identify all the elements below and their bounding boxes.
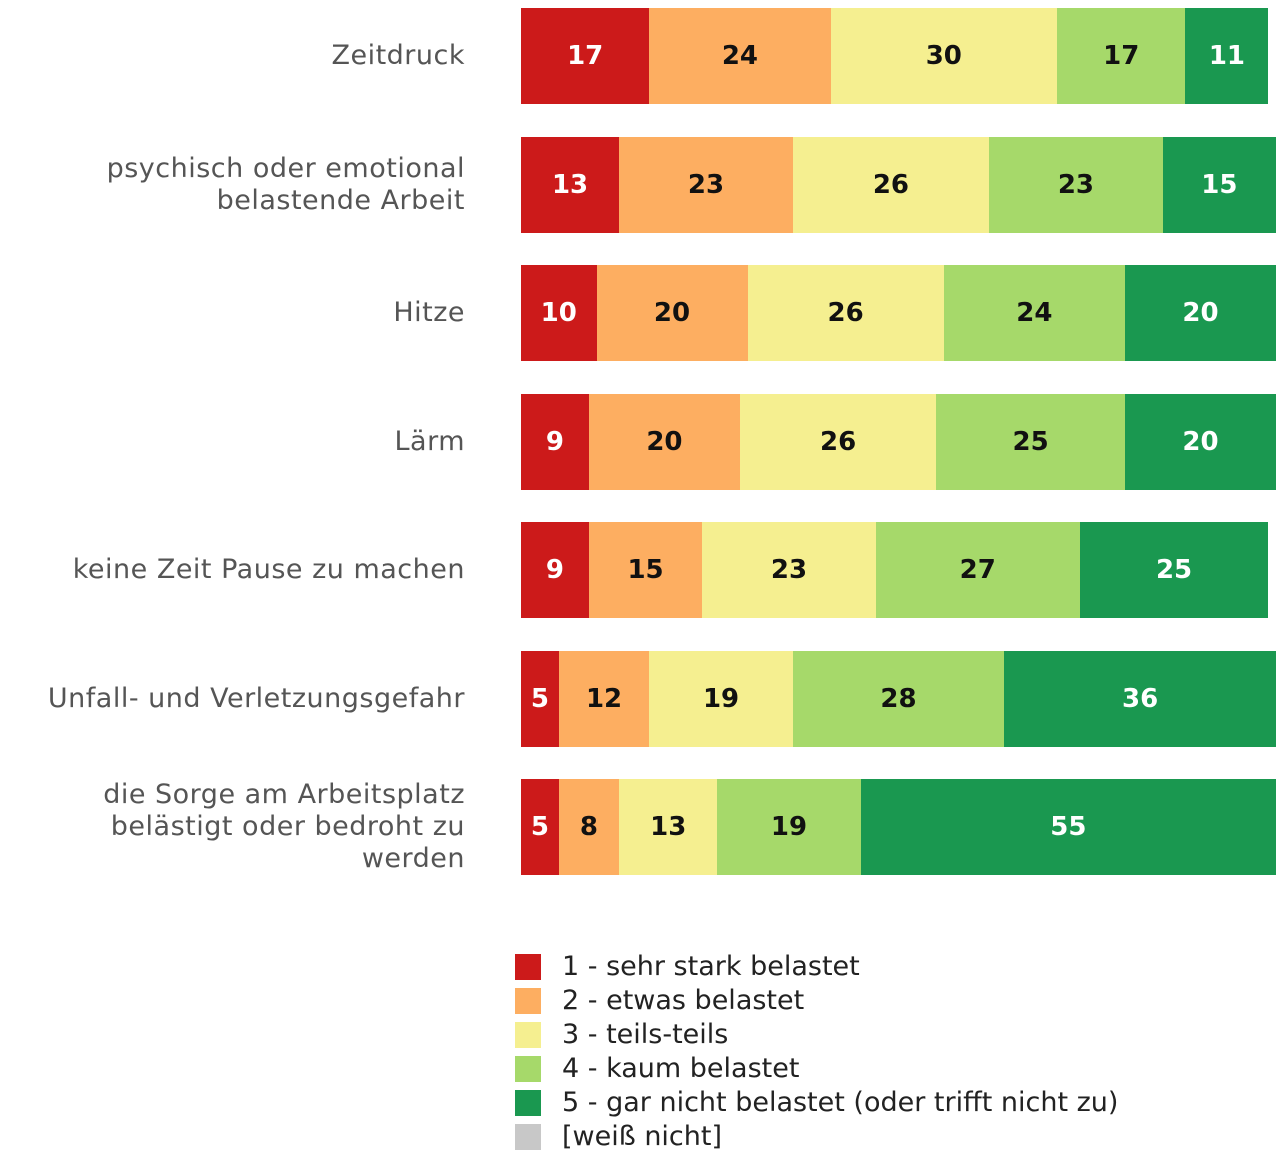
- value-label: 24: [721, 41, 759, 71]
- value-label: 26: [819, 426, 857, 457]
- bar-segment: [521, 650, 559, 747]
- value-label: 25: [1155, 555, 1193, 585]
- category-label: Unfall- und Verletzungsgefahr: [47, 682, 465, 714]
- value-label: 15: [1201, 169, 1238, 200]
- bar-segment: [521, 522, 589, 618]
- value-label: 17: [1103, 41, 1140, 71]
- value-label: 23: [1057, 169, 1094, 200]
- category-label: Zeitdruck: [331, 40, 465, 71]
- legend-swatch: [515, 954, 541, 980]
- bar-segment: [1185, 8, 1269, 104]
- bar-segment: [1004, 650, 1276, 747]
- bar-segment: [989, 136, 1163, 233]
- bar-segment: [875, 522, 1080, 618]
- bar-segment: [649, 650, 793, 747]
- legend-label: [weiß nicht]: [562, 1121, 723, 1152]
- bar-segment: [588, 393, 740, 490]
- value-label: 11: [1208, 41, 1245, 71]
- value-label: 9: [545, 555, 565, 585]
- legend-swatch: [515, 1124, 541, 1150]
- legend-swatch: [515, 1022, 541, 1048]
- bar-segment: [558, 650, 650, 747]
- bar-segment: [1079, 522, 1269, 618]
- value-label: 23: [770, 555, 808, 585]
- legend-label: 3 - teils-teils: [562, 1019, 729, 1050]
- value-label: 25: [1012, 426, 1049, 457]
- bar-segment: [1125, 265, 1276, 361]
- bar-segment: [521, 265, 597, 361]
- value-label: 20: [653, 298, 691, 328]
- value-label: 26: [872, 169, 910, 200]
- value-label: 13: [551, 169, 589, 200]
- bar-segment: [860, 779, 1276, 875]
- bar-segment: [717, 779, 861, 875]
- legend-swatch: [515, 1056, 541, 1082]
- value-label: 8: [579, 812, 598, 842]
- bar-segment: [558, 779, 620, 875]
- legend-swatch: [515, 988, 541, 1014]
- bar-segment: [619, 779, 718, 875]
- value-label: 20: [1182, 298, 1219, 328]
- value-label: 5: [530, 812, 549, 842]
- value-label: 55: [1050, 812, 1087, 842]
- bar-segment: [702, 522, 876, 618]
- value-label: 19: [770, 812, 808, 842]
- bar-segment: [830, 8, 1058, 104]
- bar-segment: [1125, 393, 1276, 490]
- bar-segment: [521, 136, 620, 233]
- bar-segment: [943, 265, 1125, 361]
- value-label: 36: [1121, 683, 1159, 714]
- bar-segment: [936, 393, 1125, 490]
- bar-segment: [1162, 136, 1276, 233]
- value-label: 27: [959, 555, 996, 585]
- value-label: 19: [702, 683, 740, 714]
- legend-swatch: [515, 1090, 541, 1116]
- value-label: 23: [687, 169, 725, 200]
- value-label: 24: [1016, 298, 1053, 328]
- value-label: 15: [627, 555, 664, 585]
- value-label: 28: [880, 683, 917, 714]
- bar-segment: [521, 8, 650, 104]
- bar-segment: [747, 265, 944, 361]
- value-label: 26: [827, 298, 864, 328]
- category-label: Lärm: [394, 425, 465, 457]
- bar-segment: [792, 650, 1005, 747]
- legend-label: 1 - sehr stark belastet: [562, 951, 860, 982]
- legend-label: 5 - gar nicht belastet (oder trifft nich…: [562, 1087, 1119, 1118]
- value-label: 20: [646, 426, 683, 457]
- category-label: psychisch oder emotional belastende Arbe…: [106, 152, 465, 216]
- category-label: die Sorge am Arbeitsplatz belästigt oder…: [103, 779, 465, 874]
- value-label: 17: [567, 41, 604, 71]
- bar-segment: [792, 136, 990, 233]
- value-label: 12: [585, 683, 623, 714]
- bar-segment: [521, 779, 559, 875]
- value-label: 20: [1182, 426, 1219, 457]
- bar-segment: [588, 522, 703, 618]
- bar-segment: [739, 393, 937, 490]
- value-label: 13: [650, 812, 687, 842]
- bar-segment: [649, 8, 831, 104]
- bar-segment: [596, 265, 748, 361]
- category-label: keine Zeit Pause zu machen: [72, 554, 465, 585]
- value-label: 5: [530, 683, 549, 714]
- value-label: 9: [545, 426, 565, 457]
- legend-label: 4 - kaum belastet: [562, 1053, 800, 1084]
- bar-segment: [1057, 8, 1186, 104]
- legend-label: 2 - etwas belastet: [562, 985, 805, 1016]
- value-label: 10: [540, 298, 577, 328]
- value-label: 30: [925, 41, 962, 71]
- bar-segment: [619, 136, 793, 233]
- category-label: Hitze: [393, 297, 465, 328]
- bar-segment: [521, 393, 589, 490]
